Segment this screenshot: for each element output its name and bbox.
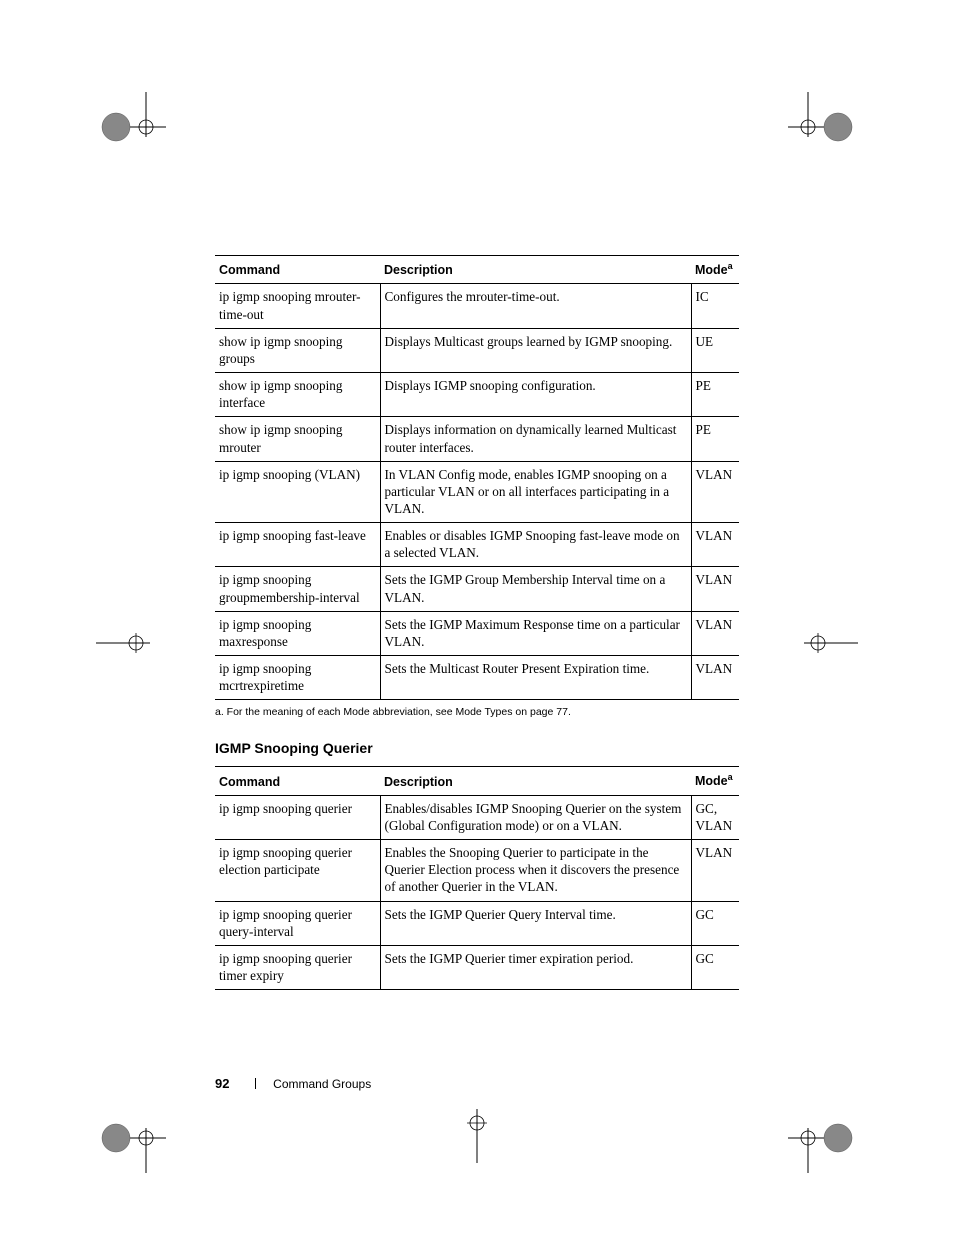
- crop-mark-bottom-right: [788, 1103, 858, 1173]
- table-row: ip igmp snooping fast-leaveEnables or di…: [215, 523, 739, 567]
- table-header-row: Command Description Modea: [215, 256, 739, 284]
- cell-cmd: show ip igmp snooping groups: [215, 328, 380, 372]
- crop-mark-top-left: [96, 92, 166, 162]
- cell-cmd: ip igmp snooping mcrtrexpiretime: [215, 656, 380, 700]
- cell-desc: Configures the mrouter-time-out.: [380, 284, 691, 328]
- crop-mark-mid-right: [804, 626, 858, 660]
- th-mode: Modea: [691, 767, 739, 795]
- cell-cmd: ip igmp snooping groupmembership-interva…: [215, 567, 380, 611]
- cell-cmd: ip igmp snooping (VLAN): [215, 461, 380, 522]
- commands-table-2: Command Description Modea ip igmp snoopi…: [215, 766, 739, 990]
- page-content: Command Description Modea ip igmp snoopi…: [215, 255, 739, 996]
- th-command: Command: [215, 767, 380, 795]
- page-number: 92: [215, 1076, 229, 1091]
- footer-title: Command Groups: [273, 1077, 371, 1091]
- cell-cmd: show ip igmp snooping interface: [215, 373, 380, 417]
- cell-desc: Displays Multicast groups learned by IGM…: [380, 328, 691, 372]
- crop-mark-mid-left: [96, 626, 150, 660]
- table-row: ip igmp snooping mcrtrexpiretimeSets the…: [215, 656, 739, 700]
- table-row: show ip igmp snooping interfaceDisplays …: [215, 373, 739, 417]
- cell-mode: VLAN: [691, 656, 739, 700]
- cell-mode: VLAN: [691, 611, 739, 655]
- table-row: show ip igmp snooping mrouterDisplays in…: [215, 417, 739, 461]
- cell-desc: Sets the IGMP Maximum Response time on a…: [380, 611, 691, 655]
- table-row: ip igmp snooping mrouter-time-outConfigu…: [215, 284, 739, 328]
- table-row: ip igmp snooping (VLAN)In VLAN Config mo…: [215, 461, 739, 522]
- cell-desc: Sets the Multicast Router Present Expira…: [380, 656, 691, 700]
- cell-cmd: ip igmp snooping querier: [215, 795, 380, 839]
- cell-mode: GC: [691, 945, 739, 989]
- cell-desc: Enables or disables IGMP Snooping fast-l…: [380, 523, 691, 567]
- cell-cmd: ip igmp snooping maxresponse: [215, 611, 380, 655]
- table-row: ip igmp snooping groupmembership-interva…: [215, 567, 739, 611]
- cell-cmd: ip igmp snooping querier query-interval: [215, 901, 380, 945]
- cell-mode: GC: [691, 901, 739, 945]
- commands-table-1: Command Description Modea ip igmp snoopi…: [215, 255, 739, 700]
- cell-mode: GC, VLAN: [691, 795, 739, 839]
- cell-mode: VLAN: [691, 461, 739, 522]
- section-heading-igmp-querier: IGMP Snooping Querier: [215, 740, 739, 756]
- cell-desc: Displays information on dynamically lear…: [380, 417, 691, 461]
- table-row: ip igmp snooping maxresponseSets the IGM…: [215, 611, 739, 655]
- cell-desc: Displays IGMP snooping configuration.: [380, 373, 691, 417]
- cell-mode: PE: [691, 373, 739, 417]
- table-row: ip igmp snooping querier election partic…: [215, 840, 739, 901]
- cell-cmd: show ip igmp snooping mrouter: [215, 417, 380, 461]
- page-footer: 92 Command Groups: [215, 1076, 371, 1091]
- th-description: Description: [380, 256, 691, 284]
- table-row: show ip igmp snooping groupsDisplays Mul…: [215, 328, 739, 372]
- cell-mode: VLAN: [691, 840, 739, 901]
- cell-cmd: ip igmp snooping querier election partic…: [215, 840, 380, 901]
- cell-mode: UE: [691, 328, 739, 372]
- table-header-row: Command Description Modea: [215, 767, 739, 795]
- cell-desc: Enables the Snooping Querier to particip…: [380, 840, 691, 901]
- cell-desc: Enables/disables IGMP Snooping Querier o…: [380, 795, 691, 839]
- cell-mode: VLAN: [691, 567, 739, 611]
- table-row: ip igmp snooping querier timer expirySet…: [215, 945, 739, 989]
- cell-desc: Sets the IGMP Querier timer expiration p…: [380, 945, 691, 989]
- crop-mark-bottom-left: [96, 1103, 166, 1173]
- cell-cmd: ip igmp snooping querier timer expiry: [215, 945, 380, 989]
- crop-mark-top-right: [788, 92, 858, 162]
- cell-desc: In VLAN Config mode, enables IGMP snoopi…: [380, 461, 691, 522]
- cell-mode: IC: [691, 284, 739, 328]
- cell-mode: VLAN: [691, 523, 739, 567]
- table-row: ip igmp snooping querierEnables/disables…: [215, 795, 739, 839]
- cell-cmd: ip igmp snooping fast-leave: [215, 523, 380, 567]
- cell-cmd: ip igmp snooping mrouter-time-out: [215, 284, 380, 328]
- footer-divider: [255, 1078, 256, 1089]
- cell-desc: Sets the IGMP Querier Query Interval tim…: [380, 901, 691, 945]
- cell-mode: PE: [691, 417, 739, 461]
- th-command: Command: [215, 256, 380, 284]
- table1-footnote: a. For the meaning of each Mode abbrevia…: [215, 706, 739, 718]
- cell-desc: Sets the IGMP Group Membership Interval …: [380, 567, 691, 611]
- table-row: ip igmp snooping querier query-intervalS…: [215, 901, 739, 945]
- th-mode: Modea: [691, 256, 739, 284]
- crop-mark-bottom-center: [460, 1109, 494, 1163]
- th-description: Description: [380, 767, 691, 795]
